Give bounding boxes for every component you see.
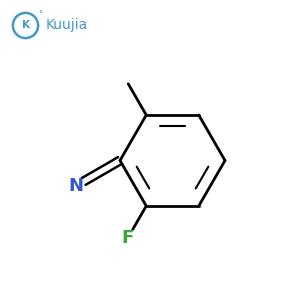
Text: K: K xyxy=(22,20,29,31)
Text: Kuujia: Kuujia xyxy=(46,19,88,32)
Text: F: F xyxy=(122,230,134,247)
Text: N: N xyxy=(68,177,83,195)
Text: °: ° xyxy=(38,10,43,19)
